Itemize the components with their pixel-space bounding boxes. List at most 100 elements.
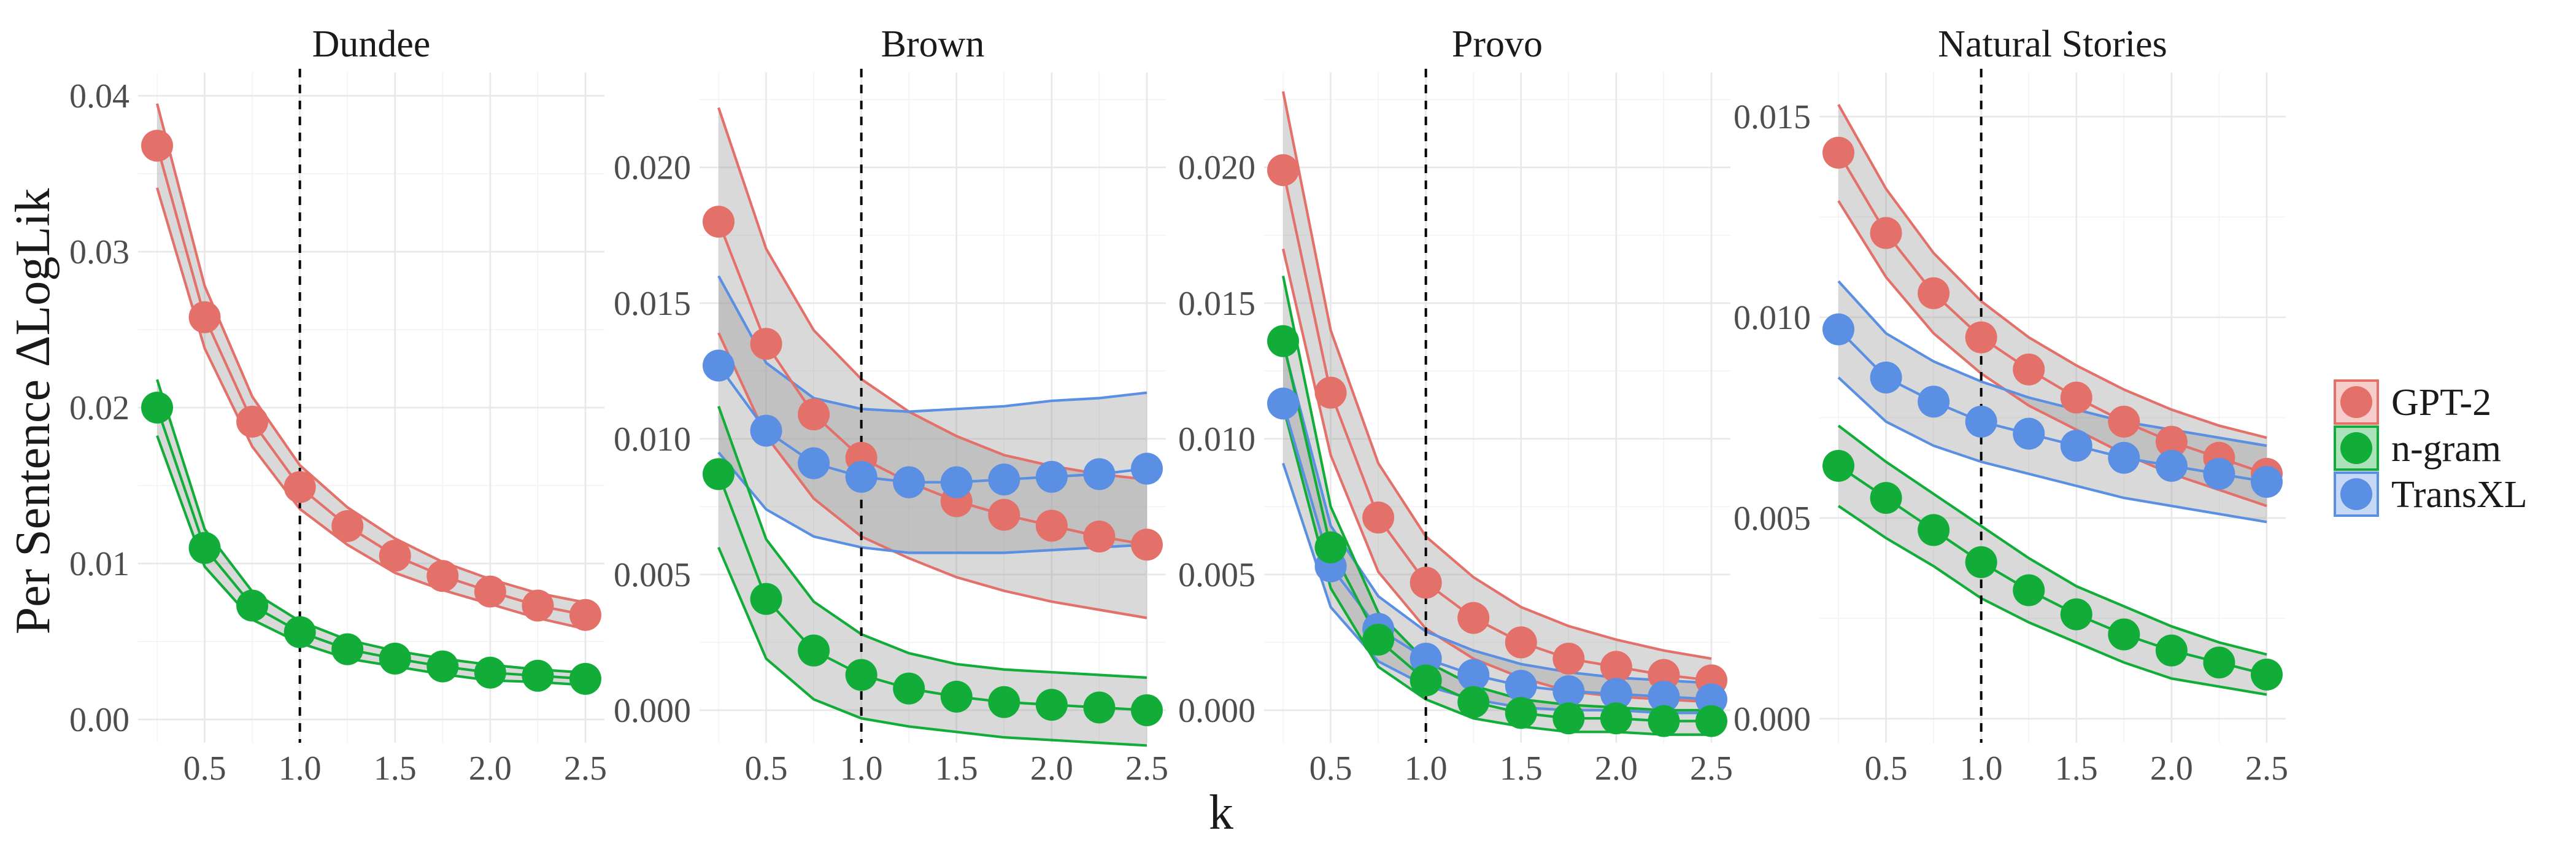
y-tick-label: 0.00 xyxy=(69,701,129,739)
legend-item-gpt-2: GPT-2 xyxy=(2334,379,2491,425)
data-point-transxl xyxy=(2060,430,2092,462)
legend-key-point xyxy=(2340,432,2372,464)
data-point-transxl xyxy=(750,414,782,447)
band-upper-line-n-gram xyxy=(1281,276,1711,712)
data-point-gpt-2 xyxy=(1314,376,1347,409)
y-tick-label: 0.000 xyxy=(614,692,691,730)
series-line-n-gram xyxy=(1281,341,1711,723)
data-point-gpt-2 xyxy=(331,510,364,543)
data-point-gpt-2 xyxy=(1267,154,1300,187)
data-point-gpt-2 xyxy=(1457,602,1490,634)
data-point-gpt-2 xyxy=(2155,425,2188,458)
data-point-n-gram xyxy=(283,616,316,648)
x-tick-label: 1.0 xyxy=(840,750,883,788)
data-point-gpt-2 xyxy=(2108,405,2140,438)
y-tick-label: 0.010 xyxy=(1733,299,1811,337)
panel-provo: Provo 0.000 0.005 0.010 0.015 0.020 0.5 1.0 1.5 2… xyxy=(1178,23,1733,788)
data-point-gpt-2 xyxy=(2060,381,2092,414)
y-axis-title: Per Sentence ΔLogLik xyxy=(6,188,60,635)
data-point-transxl xyxy=(1457,659,1490,691)
data-point-transxl xyxy=(2013,417,2045,450)
x-tick-label: 0.5 xyxy=(1865,750,1908,788)
data-point-transxl xyxy=(2108,441,2140,474)
facet-panels: Dundee 0.00 0.01 0.02 0.03 0.04 0.5 1.0 1.5 2.0 2.… xyxy=(69,23,2288,788)
y-tick-label: 0.005 xyxy=(1178,556,1255,594)
x-tick-label: 2.5 xyxy=(1125,750,1168,788)
data-point-n-gram xyxy=(1314,531,1347,564)
data-point-n-gram xyxy=(940,680,973,713)
legend-label: n-gram xyxy=(2391,428,2501,470)
data-point-transxl xyxy=(1267,387,1300,420)
panel-brown: Brown 0.000 0.005 0.010 0.015 0.020 0.5 1.0 1.5 2… xyxy=(614,23,1168,788)
data-point-transxl xyxy=(1552,675,1585,707)
x-tick-label: 0.5 xyxy=(745,750,788,788)
y-tick-label: 0.005 xyxy=(614,556,691,594)
data-point-n-gram xyxy=(2155,634,2188,667)
band-upper-line-n-gram xyxy=(717,406,1147,679)
series-line-gpt-2 xyxy=(1837,152,2267,475)
data-point-gpt-2 xyxy=(522,589,554,622)
data-point-transxl xyxy=(1600,678,1632,710)
data-point-n-gram xyxy=(522,659,554,692)
series-line-transxl xyxy=(1282,403,1712,701)
band-upper-line-n-gram xyxy=(156,379,586,674)
series-line-n-gram xyxy=(717,473,1147,712)
y-tick-label: 0.010 xyxy=(1178,420,1255,459)
data-point-n-gram xyxy=(1600,702,1632,735)
y-tick-label: 0.015 xyxy=(1178,285,1255,323)
data-point-transxl xyxy=(893,466,925,498)
band-lower-line-gpt-2 xyxy=(717,332,1147,619)
legend-label: GPT-2 xyxy=(2391,382,2491,424)
y-tick-label: 0.015 xyxy=(1733,98,1811,136)
data-point-gpt-2 xyxy=(1870,217,1902,249)
series-line-gpt-2 xyxy=(1281,169,1712,682)
data-point-n-gram xyxy=(1870,482,1902,514)
data-point-gpt-2 xyxy=(1965,321,1997,354)
y-tick-label: 0.020 xyxy=(1178,149,1255,187)
data-point-transxl xyxy=(1130,452,1163,485)
data-point-gpt-2 xyxy=(1362,502,1395,534)
data-point-gpt-2 xyxy=(283,471,316,503)
data-point-n-gram xyxy=(1918,514,1950,546)
legend-key-point xyxy=(2340,478,2372,510)
data-point-transxl xyxy=(2203,457,2235,490)
x-tick-label: 1.5 xyxy=(2055,750,2098,788)
data-point-n-gram xyxy=(2203,646,2235,679)
band-lower-line-transxl xyxy=(1837,376,2267,524)
y-tick-label: 0.015 xyxy=(614,285,691,323)
data-point-n-gram xyxy=(703,458,735,490)
data-point-n-gram xyxy=(1552,702,1585,735)
data-point-gpt-2 xyxy=(1552,642,1585,675)
band-lower-line-n-gram xyxy=(1837,505,2267,696)
x-tick-label: 1.0 xyxy=(1405,750,1448,788)
data-point-n-gram xyxy=(1083,691,1116,724)
panel-title-dundee: Dundee xyxy=(312,23,431,65)
data-point-n-gram xyxy=(988,686,1020,718)
legend-key-point xyxy=(2340,386,2372,418)
data-point-n-gram xyxy=(331,633,364,665)
data-point-gpt-2 xyxy=(236,405,269,438)
y-tick-label: 0.03 xyxy=(69,233,129,271)
data-point-transxl xyxy=(2250,465,2283,498)
panel-title-provo: Provo xyxy=(1452,23,1543,65)
band-upper-line-gpt-2 xyxy=(1837,104,2267,440)
data-point-gpt-2 xyxy=(1409,567,1442,599)
data-point-transxl xyxy=(1822,313,1855,346)
y-tick-label: 0.020 xyxy=(614,149,691,187)
data-point-gpt-2 xyxy=(2013,353,2045,386)
data-point-n-gram xyxy=(1695,705,1727,737)
data-point-n-gram xyxy=(2060,598,2092,630)
legend-item-n-gram: n-gram xyxy=(2334,425,2501,471)
panel-title-natural-stories: Natural Stories xyxy=(1938,23,2167,65)
series-line-n-gram xyxy=(1837,465,2267,676)
data-point-n-gram xyxy=(893,672,925,705)
y-tick-label: 0.000 xyxy=(1733,700,1811,738)
series-line-n-gram xyxy=(156,407,586,680)
data-point-transxl xyxy=(1870,361,1902,393)
data-point-n-gram xyxy=(1648,705,1680,737)
data-point-gpt-2 xyxy=(426,560,459,592)
panel-dundee: Dundee 0.00 0.01 0.02 0.03 0.04 0.5 1.0 1.5 2.0 2.… xyxy=(69,23,607,788)
data-point-gpt-2 xyxy=(1505,626,1537,659)
x-tick-label: 2.5 xyxy=(1690,750,1733,788)
